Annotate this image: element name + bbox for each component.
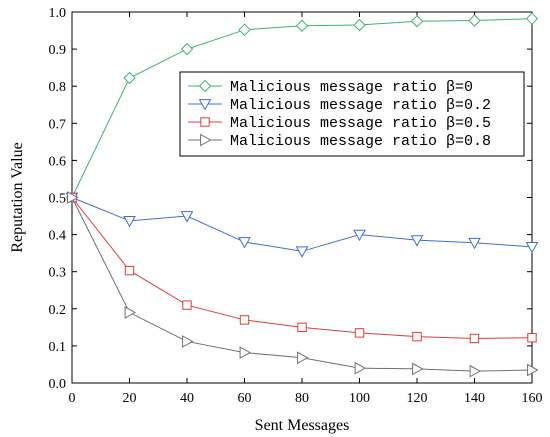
data-point: [295, 246, 309, 258]
data-point: [468, 237, 481, 250]
data-point: [410, 235, 424, 247]
x-tick-label: 160: [522, 391, 543, 406]
data-point: [123, 71, 136, 85]
legend-marker: [198, 79, 212, 93]
data-point: [239, 315, 250, 325]
data-point: [353, 229, 366, 242]
series-1: [65, 192, 539, 258]
data-point: [180, 211, 194, 223]
data-point: [297, 322, 307, 333]
data-point: [525, 12, 539, 25]
data-point: [469, 364, 482, 378]
y-tick-label: 0.0: [49, 377, 67, 392]
data-point: [180, 42, 194, 56]
data-point: [353, 18, 366, 32]
data-point: [354, 328, 365, 338]
y-tick-label: 0.5: [49, 192, 67, 207]
data-point: [410, 15, 424, 28]
y-tick-label: 0.6: [49, 154, 67, 169]
x-tick-label: 40: [180, 391, 194, 406]
series-line: [71, 197, 533, 339]
data-point: [123, 215, 136, 228]
y-tick-label: 0.8: [49, 80, 67, 95]
x-axis-title: Sent Messages: [255, 417, 350, 434]
data-point: [527, 333, 537, 343]
legend-marker: [200, 133, 212, 147]
axes: 0 20 40 60 80 100 120 140 160 0.0 0.1 0.2 0.3 0.4 0.5 0…: [9, 6, 543, 434]
legend-marker: [200, 117, 210, 127]
y-tick-label: 0.4: [49, 229, 67, 244]
x-tick-label: 20: [123, 391, 137, 406]
legend-label: Malicious message ratio β=0: [230, 79, 473, 96]
series-2: [67, 192, 537, 344]
data-point: [412, 362, 424, 376]
data-point: [124, 265, 135, 276]
data-point: [295, 19, 309, 32]
series-3: [67, 191, 539, 378]
data-point: [297, 351, 309, 365]
data-point: [239, 346, 252, 359]
series-line: [71, 197, 533, 372]
x-tick-label: 100: [349, 391, 370, 406]
data-point: [182, 300, 192, 310]
data-point: [238, 237, 251, 249]
y-tick-label: 0.2: [49, 303, 67, 318]
y-tick-label: 0.7: [49, 117, 67, 132]
legend-marker: [198, 99, 212, 111]
x-tick-label: 0: [69, 391, 76, 406]
x-tick-label: 140: [464, 391, 485, 406]
legend-label: Malicious message ratio β=0.8: [230, 133, 491, 150]
series-layer: [65, 12, 539, 378]
data-point: [525, 241, 539, 254]
x-tick-label: 60: [238, 391, 252, 406]
data-point: [124, 306, 137, 319]
x-tick-label: 80: [295, 391, 309, 406]
series-line: [71, 197, 533, 252]
data-point: [412, 331, 422, 342]
data-point: [238, 23, 251, 37]
data-point: [354, 361, 367, 375]
data-point: [527, 363, 539, 377]
y-tick-label: 0.3: [49, 266, 67, 281]
y-tick-label: 0.1: [49, 340, 67, 355]
data-point: [67, 191, 79, 204]
x-tick-label: 120: [407, 391, 428, 406]
data-point: [182, 335, 194, 348]
legend-label: Malicious message ratio β=0.5: [230, 115, 491, 132]
y-tick-label: 1.0: [49, 6, 67, 21]
y-tick-label: 0.9: [49, 43, 67, 58]
data-point: [469, 333, 480, 344]
legend-label: Malicious message ratio β=0.2: [230, 97, 491, 114]
legend-box: [179, 71, 525, 157]
y-axis-title: Reputation Value: [9, 142, 26, 252]
data-point: [468, 14, 481, 27]
